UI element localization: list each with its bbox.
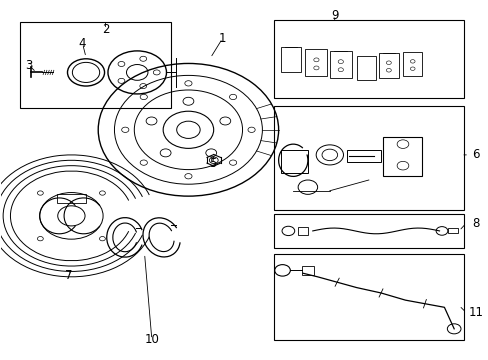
Text: 7: 7 xyxy=(65,269,73,282)
Bar xyxy=(356,56,375,80)
Text: 9: 9 xyxy=(330,9,338,22)
Bar xyxy=(281,47,300,72)
Bar xyxy=(298,227,307,234)
Text: 4: 4 xyxy=(79,37,86,50)
Text: 6: 6 xyxy=(471,148,479,161)
Bar xyxy=(57,194,86,203)
Bar xyxy=(305,49,327,76)
Text: 1: 1 xyxy=(218,32,226,45)
Text: 5: 5 xyxy=(209,157,216,170)
Bar xyxy=(302,266,314,275)
Bar xyxy=(273,107,463,211)
Text: 2: 2 xyxy=(102,23,109,36)
Bar xyxy=(273,253,463,339)
Text: 11: 11 xyxy=(468,306,483,319)
Bar xyxy=(383,137,422,176)
Bar xyxy=(273,214,463,248)
Bar xyxy=(346,149,380,162)
Text: 8: 8 xyxy=(471,216,479,230)
Bar xyxy=(20,22,171,108)
Text: 3: 3 xyxy=(25,59,33,72)
Bar xyxy=(273,21,463,98)
Bar xyxy=(281,149,307,173)
Text: 10: 10 xyxy=(144,333,159,346)
Bar xyxy=(447,228,457,233)
Bar xyxy=(329,51,351,78)
Bar xyxy=(402,51,422,76)
Bar xyxy=(378,53,398,78)
